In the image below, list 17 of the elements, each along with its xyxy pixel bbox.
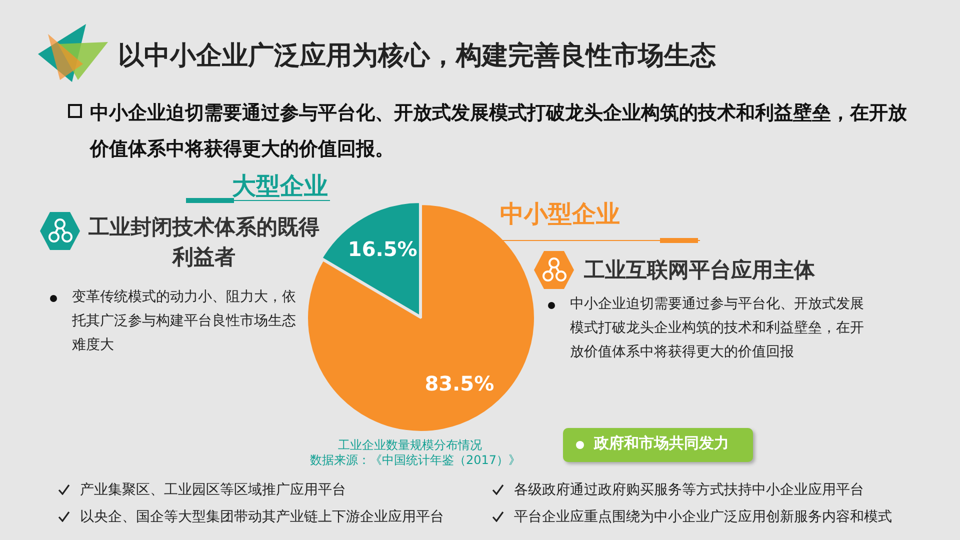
text: 政府和市场共同发力 (594, 434, 729, 453)
chart-title: 以中小企业广泛应用为核心，构建完善良性市场生态 (118, 40, 716, 73)
legend-label: 大型企业 (232, 171, 328, 202)
source-note: 数据来源：《中国统计年鉴（2017）》 (310, 453, 521, 468)
data-label: 16.5% (348, 236, 418, 261)
text: 平台企业应重点围绕为中小企业广泛应用创新服务内容和模式 (514, 508, 892, 526)
text: 各级政府通过政府购买服务等方式扶持中小企业应用平台 (514, 481, 864, 499)
text: 以央企、国企等大型集团带动其产业链上下游企业应用平台 (80, 508, 444, 526)
chart-subtitle: 中小企业迫切需要通过参与平台化、开放式发展模式打破龙头企业构筑的技术和利益壁垒，在开放价值体系中将获得更大的价值回报。 (90, 101, 908, 162)
text: 产业集聚区、工业园区等区域推广应用平台 (80, 481, 346, 499)
text: 工业互联网平台应用主体 (584, 257, 815, 284)
text: 工业企业数量规模分布情况 (337, 438, 483, 453)
slice-label: 中小型企业 (500, 199, 620, 230)
text: 工业封闭技术体系的既得利益者 (88, 214, 320, 271)
data-label: 83.5% (424, 372, 494, 396)
text: 中小企业迫切需要通过参与平台化、开放式发展模式打破龙头企业构筑的技术和利益壁垒，在开放价值体系中将获得更大的价值回报 (570, 295, 865, 362)
text: 变革传统模式的动力小、阻力大，依托其广泛参与构建平台良性市场生态难度大 (72, 288, 297, 355)
